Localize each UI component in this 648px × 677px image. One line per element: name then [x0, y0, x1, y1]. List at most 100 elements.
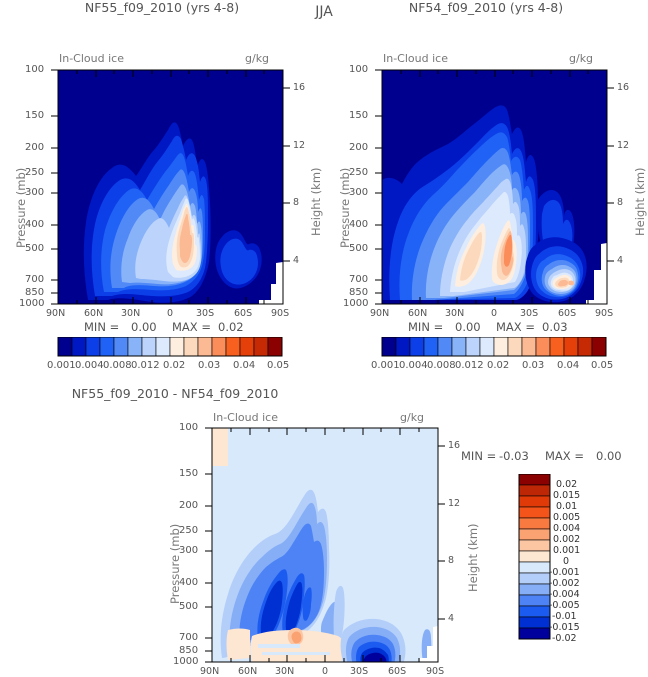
cbar-v-label: 0: [563, 556, 570, 567]
ytick: 700: [349, 274, 369, 285]
cbar-v-label: 0.004: [553, 523, 581, 534]
xtick: 60S: [234, 308, 253, 319]
xtick: 30N: [121, 308, 141, 319]
colorbar-swatch: [549, 337, 565, 357]
colorbar-swatch: [479, 337, 495, 357]
colorbar-swatch: [518, 474, 551, 486]
ytick: 200: [25, 142, 45, 153]
colorbar-swatch: [437, 337, 453, 357]
cbar-v-label: 0.015: [553, 490, 581, 501]
ytick: 500: [179, 601, 199, 612]
cbar-label: 0.008: [427, 360, 456, 371]
cbar-label: 0.008: [103, 360, 132, 371]
xtick: 30S: [350, 666, 369, 677]
xtick: 30N: [445, 308, 465, 319]
ytick: 400: [179, 577, 199, 588]
colorbar-swatch: [518, 605, 551, 618]
panel-right-units: g/kg: [569, 52, 594, 65]
colorbar-swatch: [225, 337, 241, 357]
ytick: 700: [25, 274, 45, 285]
panel-diff-field-label: In-Cloud ice: [213, 411, 278, 424]
cbar-v-label: -0.002: [549, 578, 580, 589]
ytick: 200: [179, 500, 199, 511]
cbar-label: 0.004: [399, 360, 428, 371]
xtick: 0: [322, 666, 329, 677]
ytick: 500: [349, 243, 369, 254]
ytick: 1000: [343, 298, 369, 309]
cbar-v-label: 0.01: [556, 501, 578, 512]
ytick: 850: [25, 287, 45, 298]
colorbar-swatch: [493, 337, 509, 357]
colorbar-swatch: [409, 337, 425, 357]
colorbar-swatch: [141, 337, 157, 357]
panel-diff-units: g/kg: [400, 411, 425, 424]
ytick: 150: [349, 110, 369, 121]
panel-left-units: g/kg: [245, 52, 270, 65]
ytick: 300: [179, 545, 199, 556]
colorbar-swatch: [518, 506, 551, 519]
colorbar-swatch: [518, 517, 551, 530]
y2tick: 4: [617, 255, 624, 266]
xtick: 90S: [271, 308, 290, 319]
y2tick: 12: [448, 498, 461, 509]
colorbar-swatch: [253, 337, 269, 357]
xtick: 30N: [275, 666, 295, 677]
panel-diff-min-label: MIN =: [461, 449, 497, 463]
panel-diff-plot: [205, 427, 445, 663]
cbar-label: 0.02: [487, 360, 510, 371]
colorbar-swatch: [99, 337, 115, 357]
ytick: 500: [25, 243, 45, 254]
ytick: 200: [349, 142, 369, 153]
xtick: 90S: [595, 308, 614, 319]
cbar-v-label: 0.001: [553, 545, 581, 556]
cbar-label: 0.04: [233, 360, 256, 371]
panel-left-min-value: 0.00: [131, 320, 157, 334]
cbar-label: 0.03: [522, 360, 545, 371]
ytick: 400: [349, 219, 369, 230]
colorbar-swatch: [381, 337, 397, 357]
ytick: 100: [179, 422, 199, 433]
panel-left-field-label: In-Cloud ice: [59, 52, 124, 65]
colorbar-swatch: [577, 337, 593, 357]
colorbar-swatch: [57, 337, 73, 357]
panel-left-max-value: 0.02: [218, 320, 244, 334]
cbar-v-label: -0.001: [549, 567, 580, 578]
colorbar-swatch: [535, 337, 551, 357]
ytick: 850: [349, 287, 369, 298]
ytick: 1000: [19, 298, 45, 309]
colorbar-swatch: [113, 337, 129, 357]
cbar-v-label: 0.02: [556, 479, 578, 490]
ytick: 250: [25, 167, 45, 178]
cbar-label: 0.004: [75, 360, 104, 371]
panel-right-title: NF54_f09_2010 (yrs 4-8): [408, 0, 564, 15]
colorbar-swatch: [169, 337, 185, 357]
colorbar-swatch: [155, 337, 171, 357]
ytick: 300: [349, 187, 369, 198]
xtick: 60S: [388, 666, 407, 677]
cbar-v-label: 0.005: [553, 512, 581, 523]
panel-right-plot: [375, 69, 614, 305]
colorbar-swatch: [518, 539, 551, 552]
cbar-v-label: -0.02: [552, 633, 577, 644]
panel-right: NF54_f09_2010 (yrs 4-8) Pressure (mb) He…: [324, 0, 648, 390]
ytick: 250: [349, 167, 369, 178]
panel-right-min-label: MIN =: [408, 320, 444, 334]
ytick: 250: [179, 525, 199, 536]
y2tick: 16: [617, 82, 630, 93]
cbar-label: 0.05: [591, 360, 614, 371]
y2tick: 12: [617, 140, 630, 151]
cbar-label: 0.05: [267, 360, 290, 371]
colorbar-swatch: [451, 337, 467, 357]
ytick: 100: [349, 64, 369, 75]
y2tick: 16: [448, 440, 461, 451]
y2tick: 12: [293, 140, 306, 151]
panel-left-title: NF55_f09_2010 (yrs 4-8): [84, 0, 240, 15]
xtick: 90S: [426, 666, 445, 677]
panel-diff: NF55_f09_2010 - NF54_f09_2010 Pressure (…: [0, 386, 648, 677]
y2tick: 4: [293, 255, 300, 266]
colorbar-swatch: [518, 572, 551, 585]
panel-right-min-value: 0.00: [455, 320, 481, 334]
xtick: 30S: [196, 308, 215, 319]
panel-left: NF55_f09_2010 (yrs 4-8) Pressure (mb) He…: [0, 0, 324, 390]
ytick: 100: [25, 64, 45, 75]
